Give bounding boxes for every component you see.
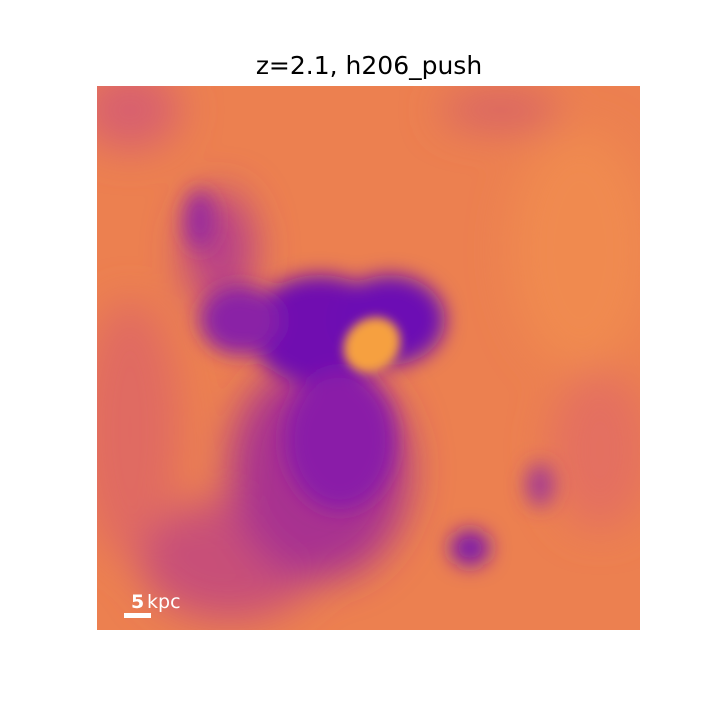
density-map [97,86,640,630]
title: z=2.1, h206_push [256,51,482,80]
scale-bar [124,613,151,618]
scale-bar-unit: kpc [147,591,181,613]
scale-bar-length: 5 [131,591,144,613]
